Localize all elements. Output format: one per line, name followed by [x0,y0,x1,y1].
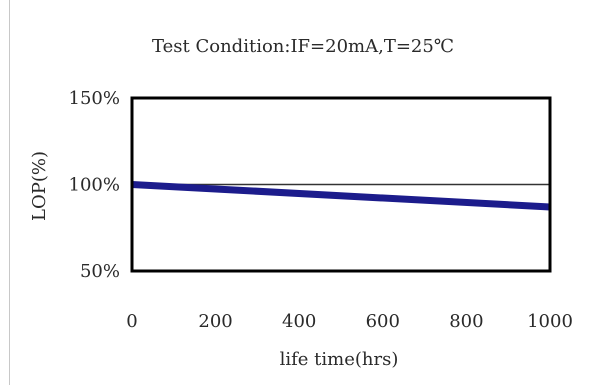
x-tick-labels: 0 200 400 600 800 1000 [126,311,573,332]
plot-frame [130,96,552,273]
y-tick-labels: 150% 100% 50% [69,88,120,282]
x-tick-label: 600 [366,311,400,332]
series-group [131,181,551,211]
page-edge-rule [9,0,10,385]
x-axis-title: life time(hrs) [280,349,399,370]
x-tick-label: 200 [198,311,232,332]
y-axis-title: LOP(%) [29,151,50,221]
y-tick-label: 100% [69,175,120,196]
x-tick-label: 400 [282,311,316,332]
x-tick-label: 1000 [527,311,573,332]
x-tick-label: 0 [126,311,137,332]
x-tick-label: 800 [449,311,483,332]
y-tick-label: 50% [80,261,120,282]
chart-title: Test Condition:IF=20mA,T=25℃ [152,36,454,57]
y-tick-label: 150% [69,88,120,109]
series-line-0 [131,181,551,211]
